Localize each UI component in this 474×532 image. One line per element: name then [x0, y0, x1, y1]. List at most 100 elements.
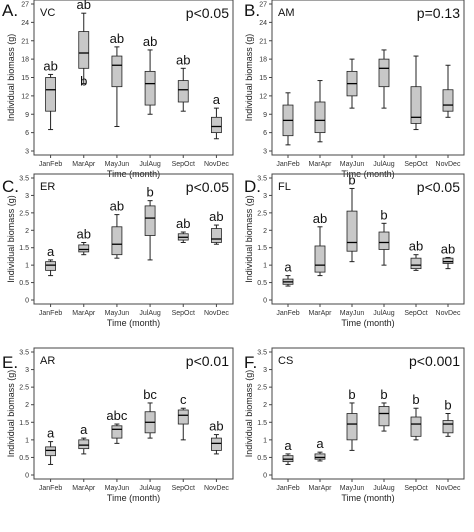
x-tick-label: MarApr	[309, 485, 333, 492]
p-value: p<0.05	[417, 179, 460, 195]
box-iqr	[314, 453, 326, 460]
y-tick-label: 0	[263, 298, 267, 305]
significance-letter: b	[380, 387, 387, 402]
y-tick-label: 18	[259, 57, 267, 64]
box-iqr	[346, 210, 358, 252]
plot-frame	[33, 173, 234, 305]
x-tick-label: NovDec	[436, 485, 461, 492]
y-tick-label: 0	[25, 298, 29, 305]
significance-letter: ab	[176, 216, 190, 231]
chart-panel-6: F. CS p<0.001 0 0.5 1 1.5 2 2.5 3 3.5 Individual bi…	[244, 347, 465, 503]
y-tick-label: 0.5	[257, 455, 267, 462]
y-tick-label: 3	[263, 367, 267, 374]
x-tick-label: JulAug	[139, 161, 161, 168]
significance-letter: a	[284, 260, 292, 275]
boxplot-SepOct	[410, 55, 422, 131]
box-iqr	[111, 55, 123, 88]
boxplot-JanFeb	[45, 259, 56, 277]
y-tick-label: 24	[259, 20, 267, 27]
box-iqr	[78, 439, 90, 450]
box-iqr	[177, 409, 189, 425]
y-tick-label: 2	[263, 402, 267, 409]
significance-letter: ab	[110, 31, 124, 46]
box-iqr	[111, 226, 123, 256]
y-tick-label: 2.5	[257, 210, 267, 217]
x-tick-label: NovDec	[204, 310, 229, 317]
box-iqr	[177, 80, 189, 103]
y-tick-label: 2.5	[19, 385, 29, 392]
x-tick-label: SepOct	[172, 161, 195, 168]
x-tick-label: SepOct	[404, 310, 427, 317]
x-tick-label: JulAug	[373, 310, 395, 317]
y-tick-label: 9	[263, 112, 267, 119]
significance-letter: abc	[106, 408, 127, 423]
y-tick-label: 3	[263, 193, 267, 200]
y-tick-label: 12	[21, 93, 29, 100]
box-iqr	[442, 420, 454, 434]
significance-letter: ab	[209, 419, 223, 434]
y-tick-label: 2.5	[19, 210, 29, 217]
box-iqr	[211, 116, 222, 134]
boxplot-MayJun	[111, 214, 123, 259]
boxplot-MarApr	[314, 80, 326, 143]
significance-letter: ab	[313, 211, 327, 226]
boxplot-MayJun	[346, 402, 358, 451]
significance-letter: a	[284, 438, 292, 453]
box-iqr	[378, 406, 390, 427]
x-tick-label: SepOct	[404, 161, 427, 168]
plot-frame	[271, 0, 465, 156]
x-tick-label: JulAug	[373, 485, 395, 492]
boxplot-NovDec	[211, 107, 222, 140]
plot-frame	[33, 0, 234, 156]
y-tick-label: 1.5	[19, 420, 29, 427]
boxplot-NovDec	[211, 434, 222, 455]
significance-letter: c	[180, 392, 187, 407]
y-tick-label: 1	[25, 263, 29, 270]
box-iqr	[211, 437, 222, 451]
x-tick-label: NovDec	[436, 161, 461, 168]
boxplot-JulAug	[144, 200, 156, 261]
boxplot-MarApr	[78, 437, 90, 455]
boxplot-MarApr	[314, 451, 326, 462]
x-axis-label: Time (month)	[107, 318, 160, 328]
x-axis-label: Time (month)	[107, 493, 160, 503]
chart-panel-5: E. AR p<0.01 0 0.5 1 1.5 2 2.5 3 3.5 Individual bio…	[2, 347, 234, 503]
boxplot-JulAug	[144, 49, 156, 115]
boxplot-MayJun	[111, 423, 123, 444]
chart-panel-2: B. AM p=0.13 3 6 9 12 15 18 21 24 27 Individual biom…	[244, 0, 465, 179]
significance-letter: b	[412, 392, 419, 407]
significance-letter: ab	[110, 199, 124, 214]
significance-letter: ab	[176, 52, 190, 67]
boxplot-MayJun	[346, 187, 358, 263]
box-iqr	[410, 86, 422, 124]
significance-letter: a	[80, 422, 88, 437]
panel-title: FL	[278, 181, 291, 193]
significance-letter: a	[47, 244, 55, 259]
x-tick-label: NovDec	[204, 485, 229, 492]
box-iqr	[314, 101, 326, 134]
y-tick-label: 3.5	[19, 350, 29, 357]
y-tick-label: 2	[263, 228, 267, 235]
x-tick-label: MarApr	[72, 161, 96, 168]
significance-letter: a	[47, 426, 55, 441]
y-tick-label: 21	[259, 38, 267, 45]
boxplot-MarApr	[78, 241, 90, 256]
x-tick-label: MayJun	[340, 310, 365, 317]
boxplot-SepOct	[177, 67, 189, 112]
y-tick-label: 2	[25, 228, 29, 235]
boxplot-JanFeb	[282, 453, 294, 465]
x-tick-label: JanFeb	[39, 485, 62, 492]
box-iqr	[346, 413, 358, 441]
x-tick-label: JulAug	[373, 161, 395, 168]
box-iqr	[111, 425, 123, 439]
y-tick-label: 3	[263, 149, 267, 156]
box-iqr	[144, 205, 156, 236]
boxplot-SepOct	[177, 407, 189, 441]
y-tick-label: 3.5	[257, 176, 267, 183]
y-tick-label: 6	[263, 130, 267, 137]
box-iqr	[442, 257, 454, 264]
x-axis-label: Time (month)	[341, 318, 394, 328]
y-axis-label: Individual biomass (g)	[244, 195, 254, 283]
y-tick-label: 3	[25, 193, 29, 200]
